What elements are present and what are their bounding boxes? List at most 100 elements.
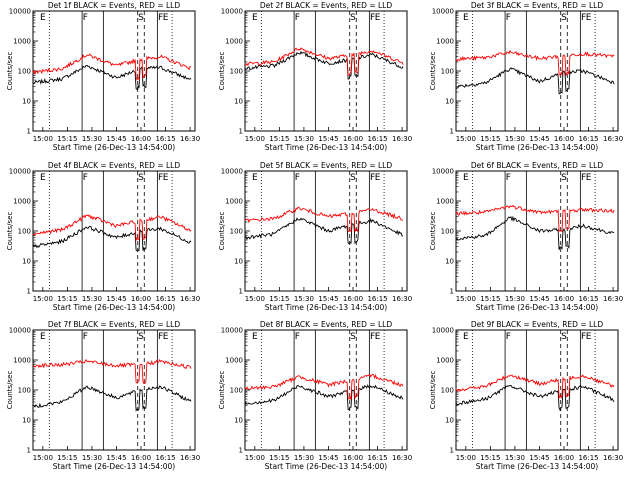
x-tick-label: 16:00	[131, 454, 151, 462]
marker-letter: F	[83, 173, 88, 183]
marker-letter: F	[158, 13, 163, 23]
x-tick-label: 15:30	[82, 135, 102, 143]
x-tick-label: 16:00	[131, 135, 151, 143]
series-events-line	[455, 215, 615, 250]
x-tick-label: 15:15	[480, 135, 500, 143]
x-tick-label: 15:00	[245, 295, 265, 303]
marker-letter: E	[586, 332, 592, 342]
x-tick-label: 16:15	[578, 454, 598, 462]
x-tick-label: 15:00	[33, 135, 53, 143]
y-tick-label: 100	[230, 68, 243, 76]
x-axis-label: Start Time (26-Dec-13 14:54:00)	[265, 462, 387, 471]
marker-letter: E	[375, 332, 381, 342]
panel-det-1: Det 1f BLACK = Events, RED = LLD 1 10 100 10…	[6, 1, 200, 152]
y-axis-label: Counts/sec	[6, 371, 14, 410]
panel-det-6: Det 6f BLACK = Events, RED = LLD 1 10 100 10…	[429, 161, 623, 312]
y-tick-label: 10000	[432, 8, 454, 16]
y-axis-label: Counts/sec	[218, 52, 226, 91]
y-tick-label: 1000	[13, 38, 31, 46]
x-tick-label: 15:45	[529, 135, 549, 143]
panel-det-7: Det 7f BLACK = Events, RED = LLD 1 10 100 10…	[6, 320, 200, 471]
y-tick-label: 10000	[432, 327, 454, 335]
y-tick-label: 100	[18, 228, 31, 236]
y-tick-label: 1000	[225, 38, 243, 46]
y-tick-label: 10000	[432, 168, 454, 176]
y-tick-label: 1000	[225, 357, 243, 365]
x-tick-label: 15:30	[82, 454, 102, 462]
marker-letter: F	[370, 173, 375, 183]
x-axis-label: Start Time (26-Dec-13 14:54:00)	[53, 303, 175, 312]
x-axis-label: Start Time (26-Dec-13 14:54:00)	[53, 143, 175, 152]
series-events-line	[244, 384, 404, 411]
x-tick-label: 16:00	[554, 454, 574, 462]
y-tick-label: 1	[27, 288, 31, 296]
x-tick-label: 16:00	[131, 295, 151, 303]
marker-letter: E	[40, 13, 46, 23]
marker-letter: E	[586, 13, 592, 23]
series-lld-line	[33, 214, 192, 242]
y-tick-label: 10	[234, 417, 243, 425]
y-tick-label: 1	[27, 128, 31, 136]
y-tick-label: 10000	[9, 168, 31, 176]
x-tick-label: 16:30	[603, 454, 623, 462]
y-tick-label: 100	[230, 387, 243, 395]
x-tick-label: 15:15	[480, 295, 500, 303]
x-tick-label: 16:00	[343, 135, 363, 143]
x-tick-label: 15:15	[269, 135, 289, 143]
series-lld-line	[455, 204, 615, 233]
marker-letter: E	[163, 173, 169, 183]
panel-det-9: Det 9f BLACK = Events, RED = LLD 1 10 100 10…	[429, 320, 623, 471]
marker-letter: F	[581, 332, 586, 342]
x-tick-label: 15:00	[33, 454, 53, 462]
x-tick-label: 15:15	[57, 454, 77, 462]
x-tick-label: 15:45	[106, 295, 126, 303]
x-tick-label: 16:15	[155, 295, 175, 303]
marker-letter: F	[295, 13, 300, 23]
x-tick-label: 15:15	[57, 135, 77, 143]
marker-letter: F	[506, 332, 511, 342]
marker-letter: E	[252, 332, 258, 342]
y-tick-label: 100	[230, 228, 243, 236]
x-tick-label: 15:00	[456, 295, 476, 303]
series-events-line	[32, 225, 192, 252]
x-tick-label: 16:00	[343, 454, 363, 462]
x-tick-label: 15:00	[456, 135, 476, 143]
x-tick-label: 16:30	[603, 135, 623, 143]
x-axis-label: Start Time (26-Dec-13 14:54:00)	[53, 462, 175, 471]
marker-letter: E	[375, 13, 381, 23]
marker-letter: F	[158, 173, 163, 183]
marker-letter: E	[40, 173, 46, 183]
x-tick-label: 15:45	[318, 295, 338, 303]
marker-letter: E	[252, 173, 258, 183]
x-tick-label: 15:45	[106, 135, 126, 143]
marker-letter: F	[295, 332, 300, 342]
y-tick-label: 1	[450, 288, 454, 296]
x-tick-label: 15:30	[294, 295, 314, 303]
x-tick-label: 15:45	[106, 454, 126, 462]
y-tick-label: 1000	[436, 198, 454, 206]
y-tick-label: 100	[18, 387, 31, 395]
marker-letter: F	[158, 332, 163, 342]
marker-letter: E	[463, 13, 469, 23]
y-tick-label: 10000	[9, 8, 31, 16]
panel-title: Det 5f BLACK = Events, RED = LLD	[260, 161, 393, 170]
x-tick-label: 16:15	[367, 135, 387, 143]
x-tick-label: 16:30	[392, 135, 412, 143]
marker-letter: E	[375, 173, 381, 183]
plot-frame	[455, 329, 619, 451]
x-tick-label: 15:15	[480, 454, 500, 462]
x-tick-label: 16:15	[155, 135, 175, 143]
series-lld-line	[244, 206, 404, 233]
x-axis-label: Start Time (26-Dec-13 14:54:00)	[476, 303, 598, 312]
x-tick-label: 15:00	[456, 454, 476, 462]
x-tick-label: 15:45	[318, 454, 338, 462]
y-tick-label: 100	[441, 68, 454, 76]
x-axis-label: Start Time (26-Dec-13 14:54:00)	[476, 462, 598, 471]
x-tick-label: 16:30	[392, 295, 412, 303]
marker-letter: F	[506, 173, 511, 183]
panel-title: Det 3f BLACK = Events, RED = LLD	[471, 1, 604, 10]
panel-title: Det 7f BLACK = Events, RED = LLD	[48, 320, 181, 329]
marker-letter: S	[561, 173, 567, 183]
panel-title: Det 4f BLACK = Events, RED = LLD	[48, 161, 181, 170]
y-tick-label: 1	[239, 447, 243, 455]
